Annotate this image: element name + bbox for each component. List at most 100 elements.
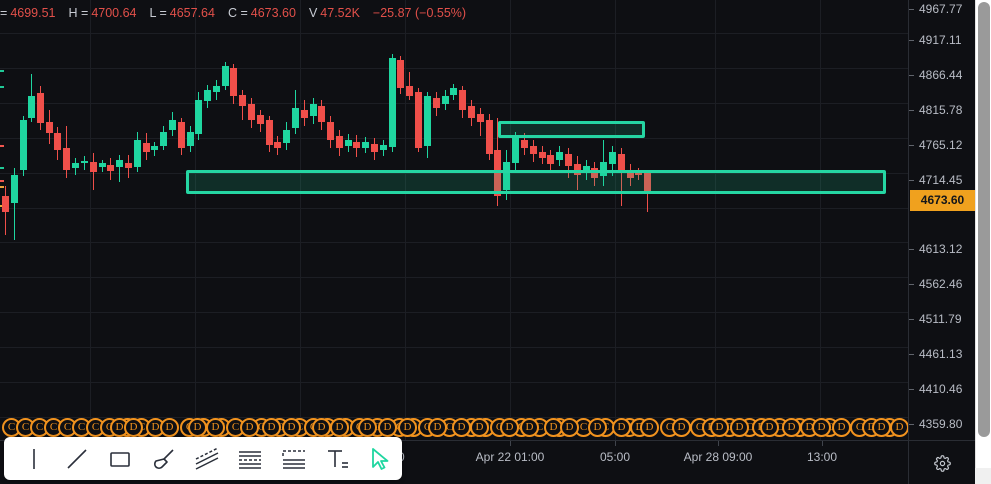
chart-pane[interactable]: = 4699.51 H = 4700.64 L = 4657.64 C = 46… [0,0,908,484]
price-tick [909,354,914,355]
pivot-red-1[interactable] [0,145,908,147]
gridline-vertical [195,0,196,440]
time-axis-label: Apr 28 09:00 [683,450,753,464]
dividend-marker[interactable]: D [378,418,397,437]
price-axis-label: 4359.80 [919,417,963,431]
gridline-horizontal [0,312,908,313]
pitchfork-icon[interactable] [272,437,315,480]
legend-low-key: L = [149,6,167,20]
dividend-marker[interactable]: D [890,418,908,437]
price-axis[interactable]: 4967.77 4917.11 4866.44 4815.78 4765.12 4714.… [908,0,976,484]
dividend-marker[interactable]: D [428,418,447,437]
cursor-arrow-icon[interactable] [359,437,402,480]
dividend-marker[interactable]: D [520,418,539,437]
price-tick [909,284,914,285]
legend-high-key: H = [68,6,89,20]
support-yellow-1[interactable] [0,205,908,207]
price-axis-label: 4866.44 [919,68,963,82]
dividend-marker[interactable]: D [124,418,143,437]
gridline-horizontal [0,138,908,139]
dividend-marker[interactable]: D [312,418,331,437]
gridline-vertical [90,0,91,440]
dividend-marker[interactable]: D [812,418,831,437]
pivot-orange-1[interactable] [0,186,908,188]
drawing-toolbar[interactable] [4,437,402,480]
legend-volume-value: 47.52K [320,6,360,20]
dividend-marker[interactable]: D [262,418,281,437]
scrollbar-corner [975,468,991,484]
dividend-marker[interactable]: D [160,418,179,437]
price-tick [909,249,914,250]
pivot-red-2[interactable] [0,180,908,182]
gridline-vertical [820,0,821,440]
current-price-badge: 4673.60 [910,190,975,211]
dividend-marker[interactable]: D [730,418,749,437]
dividend-marker[interactable]: D [672,418,691,437]
time-axis-label: 05:00 [599,450,631,464]
price-tick [909,389,914,390]
dividend-marker[interactable]: D [640,418,659,437]
vertical-line-icon[interactable] [12,437,55,480]
dividend-marker[interactable]: D [832,418,851,437]
price-tick [909,319,914,320]
time-tick [822,441,823,446]
parallel-channel-icon[interactable] [185,437,228,480]
resistance-green-1[interactable] [0,70,908,72]
dividend-marker[interactable]: D [588,418,607,437]
supply-zone-upper[interactable] [498,121,645,138]
dividend-marker[interactable]: D [206,418,225,437]
support-green-1[interactable] [0,167,908,169]
price-axis-label: 4613.12 [919,242,963,256]
settings-bar [908,440,976,484]
trend-line-icon[interactable] [55,437,98,480]
dividend-marker[interactable]: D [188,418,207,437]
time-axis-label: 13:00 [806,450,838,464]
price-tick [909,180,914,181]
price-tick [909,40,914,41]
ohlcv-legend: = 4699.51 H = 4700.64 L = 4657.64 C = 46… [0,3,466,23]
dividend-marker[interactable]: D [358,418,377,437]
gridline-horizontal [0,277,908,278]
price-tick [909,75,914,76]
event-marker-strip[interactable]: CCCCCCCCCCCCCCCCCCCCCCCCCCCCCCCCCCCCCCCC… [0,416,908,440]
text-icon[interactable] [315,437,358,480]
time-tick [615,441,616,446]
gridline-horizontal [0,33,908,34]
price-axis-label: 4410.46 [919,382,963,396]
legend-close-key: C = [227,6,248,20]
page-scrollbar[interactable] [975,0,991,484]
legend-change: −25.87 (−0.55%) [372,6,467,20]
legend-low-value: 4657.64 [169,6,215,20]
gridline-horizontal [0,68,908,69]
dividend-marker[interactable]: D [282,418,301,437]
rectangle-icon[interactable] [99,437,142,480]
resistance-green-2[interactable] [0,86,908,88]
dividend-marker[interactable]: D [452,418,471,437]
gridline-horizontal [0,103,908,104]
dividend-marker[interactable]: D [330,418,349,437]
demand-zone-main[interactable] [186,170,886,194]
dividend-marker[interactable]: D [710,418,729,437]
gear-icon[interactable] [934,454,951,472]
gridline-horizontal [0,208,908,209]
dividend-marker[interactable]: D [470,418,489,437]
price-axis-label: 4562.46 [919,277,963,291]
dividend-marker[interactable]: D [782,418,801,437]
dividend-marker[interactable]: D [398,418,417,437]
dividend-marker[interactable]: D [872,418,891,437]
flat-channel-icon[interactable] [229,437,272,480]
dividend-marker[interactable]: D [612,418,631,437]
dividend-marker[interactable]: D [760,418,779,437]
time-axis-label: Apr 22 01:00 [475,450,545,464]
legend-open-value: 4699.51 [10,6,56,20]
price-axis-label: 4511.79 [919,312,962,326]
brush-icon[interactable] [142,437,185,480]
dividend-marker[interactable]: D [500,418,519,437]
price-axis-label: 4765.12 [919,138,963,152]
price-tick [909,145,914,146]
scrollbar-thumb[interactable] [978,2,990,437]
dividend-marker[interactable]: D [240,418,259,437]
gridline-vertical [615,0,616,440]
price-tick [909,110,914,111]
dividend-marker[interactable]: D [560,418,579,437]
